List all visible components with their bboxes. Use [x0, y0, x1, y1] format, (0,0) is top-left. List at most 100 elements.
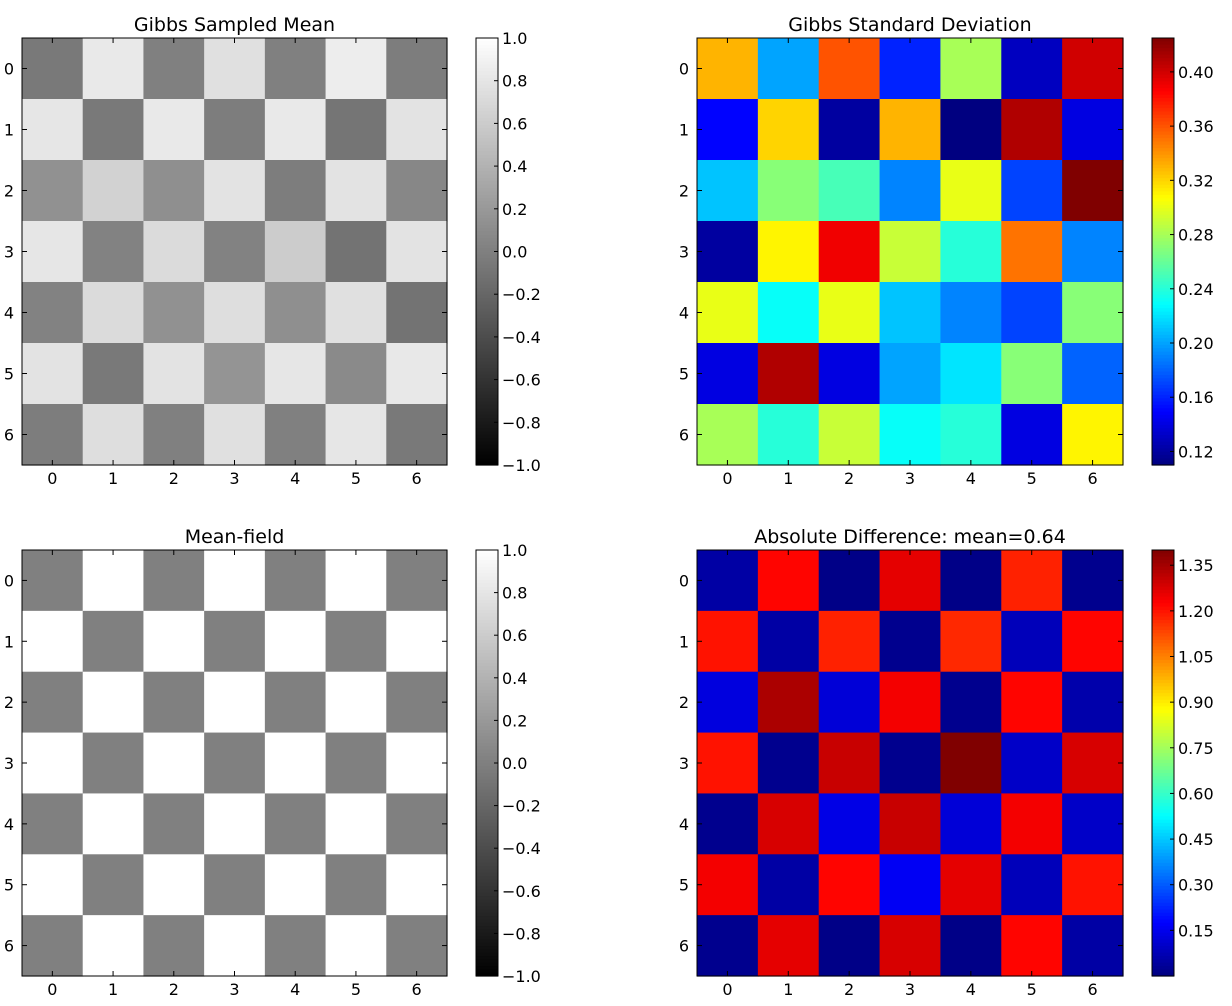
colorbar-band: [476, 258, 498, 263]
colorbar-band: [476, 38, 498, 42]
heatmap-cell: [264, 671, 327, 734]
colorbar-band: [1152, 796, 1174, 801]
chart-title: Mean-field: [185, 526, 285, 548]
colorbar-band: [476, 264, 498, 269]
heatmap-cell: [204, 282, 266, 344]
colorbar-band: [1152, 876, 1174, 881]
colorbar-band: [476, 876, 498, 881]
x-tick-label: 0: [722, 980, 732, 999]
colorbar-band: [1152, 882, 1174, 887]
heatmap-cell: [82, 99, 145, 161]
heatmap-cell: [82, 610, 145, 673]
heatmap-cell: [697, 793, 759, 855]
colorbar-band: [476, 912, 498, 917]
heatmap-cell: [204, 99, 266, 161]
colorbar-band: [476, 441, 498, 446]
heatmap-cell: [386, 915, 448, 977]
colorbar-band: [1152, 48, 1174, 52]
colorbar-band: [476, 806, 498, 811]
colorbar-band: [476, 421, 498, 426]
colorbar-band: [1152, 204, 1174, 209]
heatmap-cell: [143, 550, 205, 612]
colorbar-band: [476, 879, 498, 884]
heatmap-cell: [879, 671, 942, 734]
colorbar-band: [476, 248, 498, 253]
heatmap-cell: [143, 404, 205, 466]
colorbar-band: [1152, 613, 1174, 618]
colorbar-band: [476, 261, 498, 266]
colorbar-band: [476, 244, 498, 249]
colorbar-band: [1152, 194, 1174, 199]
colorbar-band: [476, 101, 498, 106]
colorbar-band: [476, 94, 498, 99]
heatmap-cell: [1001, 343, 1063, 405]
colorbar-band: [476, 819, 498, 824]
colorbar-band: [476, 786, 498, 791]
colorbar-band: [476, 656, 498, 661]
colorbar-tick-label: −0.8: [502, 413, 541, 432]
heatmap-cell: [143, 221, 205, 283]
chart-panel-3: Absolute Difference: mean=0.64 0 1 2 3 4 5 6 0 1 2…: [679, 526, 1214, 999]
heatmap-cell: [264, 38, 327, 100]
colorbar-band: [1152, 288, 1174, 293]
colorbar-band: [476, 51, 498, 56]
heatmap-cell: [940, 282, 1002, 344]
colorbar-band: [476, 842, 498, 847]
heatmap-cell: [1001, 610, 1063, 673]
heatmap-cell: [818, 38, 881, 100]
colorbar-band: [476, 378, 498, 383]
colorbar-band: [1152, 639, 1174, 644]
colorbar-band: [1152, 161, 1174, 166]
heatmap-cell: [22, 99, 84, 161]
colorbar-band: [476, 596, 498, 601]
heatmap-cell: [757, 282, 820, 344]
colorbar-band: [1152, 428, 1174, 433]
colorbar-band: [476, 736, 498, 741]
colorbar-band: [476, 689, 498, 694]
colorbar-band: [476, 816, 498, 821]
heatmap-cell: [386, 854, 448, 916]
colorbar-band: [476, 639, 498, 644]
x-tick-label: 3: [229, 469, 239, 488]
heatmap-cell: [325, 671, 387, 734]
y-tick-label: 6: [679, 937, 689, 956]
colorbar-band: [1152, 254, 1174, 259]
colorbar-band: [476, 321, 498, 326]
colorbar-band: [476, 394, 498, 399]
heatmap-cell: [1001, 160, 1063, 222]
colorbar-band: [1152, 148, 1174, 153]
colorbar-band: [476, 428, 498, 433]
colorbar-band: [1152, 168, 1174, 173]
colorbar-band: [1152, 669, 1174, 674]
colorbar-band: [476, 866, 498, 871]
colorbar-band: [1152, 308, 1174, 313]
colorbar-band: [1152, 756, 1174, 761]
colorbar-band: [476, 569, 498, 574]
colorbar-band: [476, 623, 498, 628]
colorbar-band: [1152, 424, 1174, 429]
colorbar-band: [1152, 354, 1174, 359]
colorbar-band: [1152, 836, 1174, 841]
colorbar-band: [1152, 676, 1174, 681]
colorbar-band: [1152, 228, 1174, 233]
colorbar-tick-label: 0.12: [1178, 442, 1214, 461]
colorbar-band: [1152, 398, 1174, 403]
colorbar-band: [476, 361, 498, 366]
colorbar-tick-label: 0.8: [502, 72, 527, 91]
colorbar-band: [476, 563, 498, 568]
colorbar-band: [476, 599, 498, 604]
colorbar-band: [1152, 261, 1174, 266]
heatmap-cell: [1062, 550, 1124, 612]
colorbar-band: [1152, 789, 1174, 794]
colorbar-band: [476, 896, 498, 901]
colorbar-band: [1152, 806, 1174, 811]
colorbar-band: [476, 461, 498, 466]
colorbar-band: [1152, 646, 1174, 651]
heatmap-cell: [82, 550, 145, 612]
colorbar-tick-label: −0.2: [502, 285, 541, 304]
colorbar-band: [476, 304, 498, 309]
colorbar-band: [476, 763, 498, 767]
heatmap-cell: [757, 915, 820, 977]
colorbar-band: [1152, 586, 1174, 591]
colorbar-band: [1152, 583, 1174, 588]
